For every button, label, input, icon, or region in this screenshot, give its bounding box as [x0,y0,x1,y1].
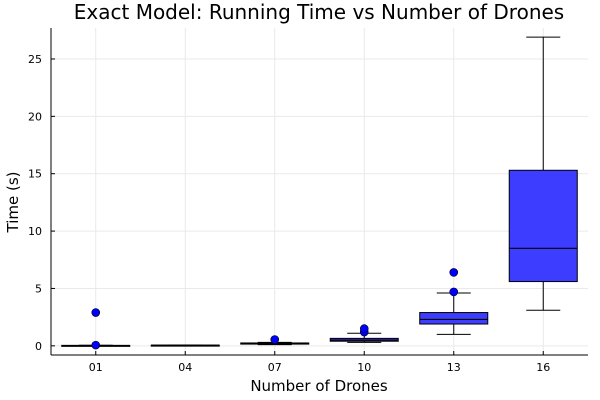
outlier-point [270,335,280,344]
box-iqr [508,169,578,283]
box-group-13 [419,268,489,335]
box-group-10 [329,324,399,343]
box-group-01 [61,308,131,350]
x-axis-label: Number of Drones [250,377,388,395]
outlier-point [449,287,459,297]
x-tick-label: 01 [89,361,103,374]
box-group-04 [150,344,220,347]
x-tick-label: 04 [178,361,192,374]
outlier-point [359,324,369,333]
y-tick-label: 0 [35,340,42,353]
outlier-point [91,340,101,350]
y-tick-label: 5 [35,282,42,295]
y-tick-label: 20 [28,110,42,123]
y-tick-label: 25 [28,53,42,66]
axes: 0 5 10 15 20 25 01 04 07 10 13 16 [28,28,588,374]
y-tick-label: 15 [28,168,42,181]
x-tick-label: 16 [536,361,550,374]
grid [51,28,588,355]
outlier-point [449,268,459,277]
x-tick-label: 07 [268,361,282,374]
boxes [61,36,578,350]
y-axis-label: Time (s) [4,172,22,234]
box-group-16 [508,36,578,311]
box-group-07 [240,335,310,346]
x-tick-label: 13 [447,361,461,374]
x-tick-label: 10 [357,361,371,374]
y-tick-label: 10 [28,225,42,238]
box-iqr [419,312,489,325]
outlier-point [91,308,101,317]
chart-title: Exact Model: Running Time vs Number of D… [74,0,564,24]
